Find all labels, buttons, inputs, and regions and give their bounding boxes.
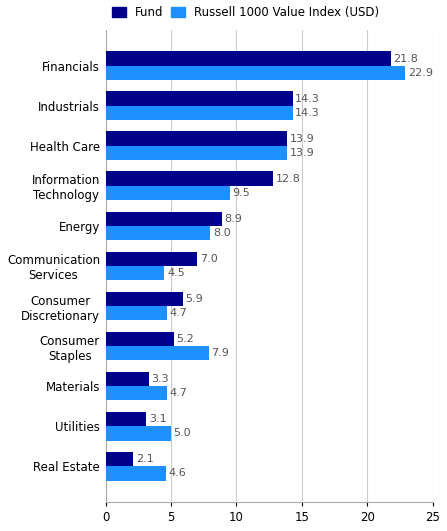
Bar: [105, 132, 287, 146]
Text: 22.9: 22.9: [408, 68, 433, 78]
Text: 5.2: 5.2: [176, 334, 194, 344]
Text: 9.5: 9.5: [232, 188, 250, 198]
Text: 4.5: 4.5: [167, 268, 185, 278]
Text: 8.0: 8.0: [213, 228, 231, 238]
Text: 21.8: 21.8: [393, 54, 418, 64]
Text: 2.1: 2.1: [136, 454, 153, 464]
Bar: [105, 52, 391, 66]
Bar: [105, 386, 167, 400]
Bar: [105, 306, 167, 320]
Text: 4.6: 4.6: [169, 468, 186, 478]
Bar: [105, 106, 293, 120]
Bar: [105, 252, 197, 266]
Legend: Fund, Russell 1000 Value Index (USD): Fund, Russell 1000 Value Index (USD): [112, 6, 380, 19]
Bar: [105, 372, 149, 386]
Bar: [105, 412, 146, 426]
Bar: [105, 452, 133, 466]
Bar: [105, 266, 164, 280]
Bar: [105, 211, 222, 226]
Text: 5.9: 5.9: [186, 294, 203, 304]
Bar: [105, 346, 209, 361]
Bar: [105, 332, 173, 346]
Bar: [105, 426, 171, 441]
Bar: [105, 172, 273, 186]
Bar: [105, 186, 230, 200]
Text: 4.7: 4.7: [170, 388, 188, 398]
Text: 13.9: 13.9: [290, 134, 315, 144]
Text: 4.7: 4.7: [170, 308, 188, 318]
Text: 14.3: 14.3: [295, 93, 320, 104]
Bar: [105, 146, 287, 160]
Text: 5.0: 5.0: [173, 429, 191, 438]
Text: 14.3: 14.3: [295, 108, 320, 118]
Bar: [105, 466, 166, 481]
Bar: [105, 226, 210, 241]
Bar: [105, 91, 293, 106]
Text: 7.0: 7.0: [200, 254, 218, 264]
Bar: [105, 292, 183, 306]
Bar: [105, 66, 405, 80]
Text: 7.9: 7.9: [211, 348, 229, 358]
Text: 3.1: 3.1: [149, 414, 166, 424]
Text: 12.8: 12.8: [276, 174, 300, 184]
Text: 13.9: 13.9: [290, 148, 315, 158]
Text: 3.3: 3.3: [152, 374, 169, 384]
Text: 8.9: 8.9: [225, 214, 243, 224]
